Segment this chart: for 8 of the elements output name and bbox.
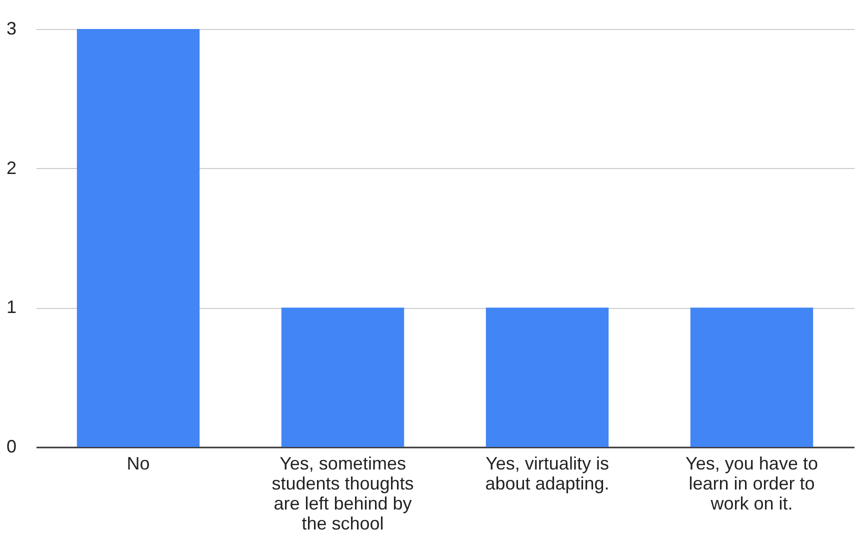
y-tick-label: 0: [6, 436, 16, 456]
y-tick-label: 3: [6, 18, 16, 38]
y-tick-label: 2: [6, 158, 16, 178]
x-tick-label: Yes, sometimes students thoughts are left behind by the school: [272, 454, 414, 534]
y-tick-label: 1: [6, 297, 16, 318]
x-tick-label: Yes, you have to learn in order to work on it.: [686, 454, 818, 514]
x-tick-label: No: [126, 454, 150, 474]
x-tick-label: Yes, virtuality is about adapting.: [485, 454, 610, 494]
